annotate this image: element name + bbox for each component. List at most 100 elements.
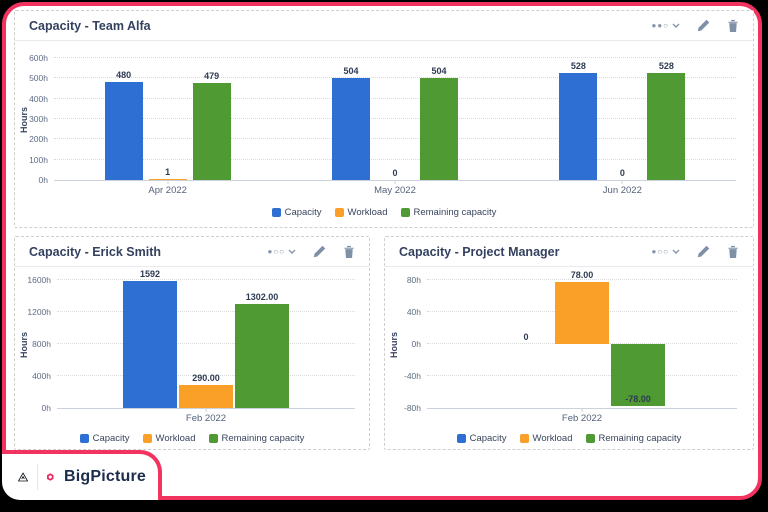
y-axis-title: Hours <box>389 331 400 358</box>
bar-remaining-capacity[interactable] <box>647 72 686 180</box>
legend-label: Workload <box>155 433 196 444</box>
bar-remaining-capacity[interactable] <box>235 303 289 408</box>
legend-item-remaining-capacity[interactable]: Remaining capacity <box>400 207 496 218</box>
delete-button[interactable] <box>343 245 355 258</box>
bar-remaining-capacity[interactable] <box>611 344 665 407</box>
delete-button[interactable] <box>727 19 739 32</box>
capacity-chart-project-manager: Hours -80h -40h 0h 40h 80h Feb 2022 0 78.00 -78.… <box>385 267 753 449</box>
y-axis-tick-label: 0h <box>38 175 48 185</box>
y-axis-title: Hours <box>19 331 30 358</box>
legend-item-capacity[interactable]: Capacity <box>79 433 130 444</box>
panel-controls: ●○○ <box>652 245 740 258</box>
gridline <box>54 158 736 160</box>
bar-capacity[interactable] <box>332 77 370 180</box>
bar-value-label: 479 <box>204 70 220 81</box>
panel-title: Capacity - Team Alfa <box>29 18 151 33</box>
bar-value-label: 0 <box>392 168 398 178</box>
y-axis-tick-label: 800h <box>32 339 51 349</box>
panel-header: Capacity - Erick Smith ●○○ <box>15 237 369 267</box>
bar-workload[interactable] <box>179 384 233 408</box>
legend-item-workload[interactable]: Workload <box>142 433 196 444</box>
pencil-icon <box>697 19 710 32</box>
product-name: BigPicture <box>64 468 147 485</box>
plot-area: 0h 400h 800h 1200h 1600h Feb 2022 1592 290.00 13… <box>27 269 355 424</box>
gridline <box>54 57 736 58</box>
legend-item-capacity[interactable]: Capacity <box>271 207 322 218</box>
legend-swatch <box>208 434 218 443</box>
legend-item-capacity[interactable]: Capacity <box>456 433 507 444</box>
legend-label: Workload <box>347 207 388 218</box>
view-selector-dropdown[interactable]: ●○○ <box>268 247 297 256</box>
bar-value-label: 0 <box>523 332 529 342</box>
x-axis-tick-mark <box>167 180 169 184</box>
capacity-chart-team-alfa: Hours 0h 100h 200h 300h 400h 500h 600h Apr 2022… <box>15 41 753 227</box>
trash-icon <box>728 245 738 258</box>
y-axis-tick-label: 80h <box>406 275 421 285</box>
x-axis-category-label: Jun 2022 <box>602 185 642 196</box>
legend-label: Capacity <box>284 207 322 218</box>
edit-button[interactable] <box>313 245 326 258</box>
delete-button[interactable] <box>727 245 739 258</box>
bar-capacity[interactable] <box>559 72 598 180</box>
y-axis-tick-label: 200h <box>29 134 48 145</box>
x-axis-tick-mark <box>581 408 583 412</box>
y-axis-tick-label: 0h <box>41 403 51 413</box>
appfire-logo-icon <box>18 472 28 482</box>
dashboard-page: Capacity - Team Alfa ●●○ Hours 0h 100h 200… <box>2 2 762 500</box>
view-selector-dropdown[interactable]: ●○○ <box>652 247 681 256</box>
y-axis-tick-label: 0h <box>411 339 421 349</box>
panel-erick-smith: Capacity - Erick Smith ●○○ Hours 0h 400h 8… <box>14 236 370 450</box>
legend-label: Capacity <box>469 433 507 444</box>
bar-value-label: 290.00 <box>192 372 220 383</box>
legend-item-workload[interactable]: Workload <box>334 207 388 218</box>
chevron-down-icon <box>288 249 296 254</box>
gridline <box>54 97 736 99</box>
plot-area: -80h -40h 0h 40h 80h Feb 2022 0 78.00 -78.00 <box>404 270 737 424</box>
bar-value-label: -78.00 <box>625 394 651 405</box>
bar-remaining-capacity[interactable] <box>192 82 231 180</box>
y-axis-tick-label: 100h <box>29 154 48 165</box>
gridline <box>54 138 736 140</box>
edit-button[interactable] <box>697 19 710 32</box>
chart-legend: Capacity Workload Remaining capacity <box>15 433 369 444</box>
panel-controls: ●●○ <box>652 19 740 32</box>
bar-workload[interactable] <box>555 281 609 344</box>
legend-item-workload[interactable]: Workload <box>519 433 573 444</box>
chart-legend: Capacity Workload Remaining capacity <box>385 433 753 444</box>
panel-project-manager: Capacity - Project Manager ●○○ Hours -80… <box>384 236 754 450</box>
bar-value-label: 1 <box>165 166 171 177</box>
gridline <box>57 279 355 280</box>
panel-controls: ●○○ <box>268 245 356 258</box>
y-axis-tick-label: 600h <box>29 53 48 63</box>
legend-swatch <box>456 434 466 443</box>
view-dots-icon: ●●○ <box>651 21 669 30</box>
gridline <box>57 375 355 376</box>
bar-remaining-capacity[interactable] <box>420 77 458 180</box>
bar-value-label: 1592 <box>139 268 161 279</box>
y-axis-tick-label: 1600h <box>27 275 51 285</box>
legend-swatch <box>142 434 152 443</box>
bar-workload[interactable] <box>148 178 187 180</box>
capacity-chart-erick-smith: Hours 0h 400h 800h 1200h 1600h Feb 2022 1592 29… <box>15 267 369 449</box>
legend-swatch <box>79 434 89 443</box>
bar-value-label: 528 <box>658 60 674 71</box>
bar-capacity[interactable] <box>104 82 143 180</box>
pencil-icon <box>697 245 710 258</box>
legend-label: Workload <box>532 433 573 444</box>
x-axis-category-label: Feb 2022 <box>561 413 603 424</box>
edit-button[interactable] <box>697 245 710 258</box>
gridline <box>427 375 737 376</box>
bigpicture-brand-badge: BigPicture <box>2 450 162 500</box>
gridline <box>427 279 737 280</box>
legend-item-remaining-capacity[interactable]: Remaining capacity <box>208 433 304 444</box>
bar-value-label: 528 <box>570 60 586 71</box>
bar-capacity[interactable] <box>123 280 177 408</box>
y-axis-tick-label: 500h <box>29 73 48 84</box>
legend-swatch <box>400 208 410 217</box>
legend-swatch <box>334 208 344 217</box>
panel-header: Capacity - Project Manager ●○○ <box>385 237 753 267</box>
legend-item-remaining-capacity[interactable]: Remaining capacity <box>585 433 681 444</box>
view-dots-icon: ●○○ <box>267 247 285 256</box>
view-selector-dropdown[interactable]: ●●○ <box>652 21 681 30</box>
bar-value-label: 78.00 <box>570 269 594 280</box>
